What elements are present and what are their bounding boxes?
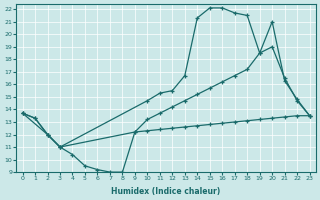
X-axis label: Humidex (Indice chaleur): Humidex (Indice chaleur)	[111, 187, 221, 196]
